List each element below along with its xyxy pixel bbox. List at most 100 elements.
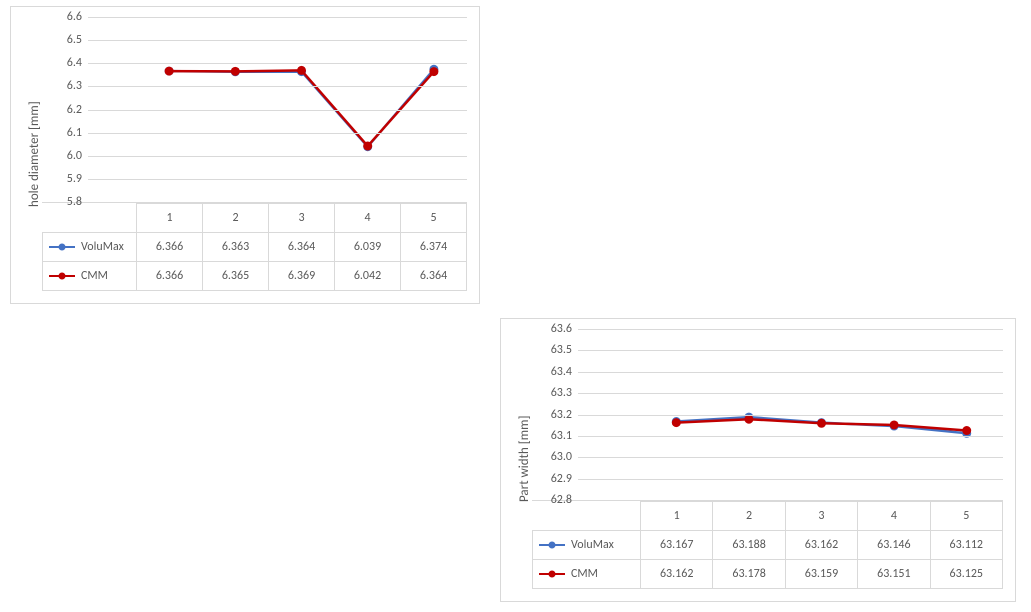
legend-cell: CMM bbox=[533, 560, 641, 589]
series-name: VoluMax bbox=[571, 538, 614, 552]
series-marker bbox=[231, 67, 240, 76]
gridline bbox=[88, 179, 467, 180]
data-cell: 63.167 bbox=[641, 531, 713, 560]
y-tick-label: 62.9 bbox=[532, 472, 572, 486]
series-marker bbox=[672, 418, 681, 427]
data-table: 12345VoluMax6.3666.3636.3646.0396.374CMM… bbox=[42, 203, 467, 291]
data-cell: 6.365 bbox=[203, 262, 269, 291]
y-tick-label: 63.2 bbox=[532, 408, 572, 422]
series-marker bbox=[165, 67, 174, 76]
series-name: VoluMax bbox=[81, 240, 124, 254]
legend-cell: VoluMax bbox=[533, 531, 641, 560]
category-label: 4 bbox=[858, 502, 930, 531]
y-tick-label: 6.6 bbox=[42, 10, 82, 24]
series-marker bbox=[744, 415, 753, 424]
category-label: 2 bbox=[203, 204, 269, 233]
gridline bbox=[88, 86, 467, 87]
data-cell: 63.188 bbox=[713, 531, 785, 560]
gridline bbox=[88, 63, 467, 64]
plot-area: 5.85.96.06.16.26.36.46.56.6 bbox=[42, 17, 467, 203]
data-cell: 6.366 bbox=[137, 233, 203, 262]
gridline bbox=[578, 329, 1003, 330]
y-tick-label: 6.0 bbox=[42, 149, 82, 163]
series-name: CMM bbox=[571, 567, 598, 581]
gridline bbox=[88, 17, 467, 18]
data-cell: 63.151 bbox=[858, 560, 930, 589]
legend-swatch bbox=[539, 538, 565, 552]
gridline bbox=[578, 457, 1003, 458]
gridline bbox=[88, 156, 467, 157]
gridline bbox=[578, 393, 1003, 394]
gridline bbox=[88, 110, 467, 111]
gridline bbox=[88, 40, 467, 41]
series-marker bbox=[817, 419, 826, 428]
category-label: 3 bbox=[785, 502, 857, 531]
data-cell: 6.364 bbox=[269, 233, 335, 262]
data-cell: 6.042 bbox=[335, 262, 401, 291]
series-row: CMM 6.3666.3656.3696.0426.364 bbox=[43, 262, 467, 291]
category-label: 1 bbox=[137, 204, 203, 233]
legend-cell: VoluMax bbox=[43, 233, 137, 262]
series-row: VoluMax63.16763.18863.16263.14663.112 bbox=[533, 531, 1003, 560]
data-cell: 63.159 bbox=[785, 560, 857, 589]
category-label: 3 bbox=[269, 204, 335, 233]
y-tick-label: 62.8 bbox=[532, 493, 572, 507]
data-cell: 6.039 bbox=[335, 233, 401, 262]
category-row: 12345 bbox=[533, 502, 1003, 531]
legend-cell: CMM bbox=[43, 262, 137, 291]
data-cell: 63.162 bbox=[641, 560, 713, 589]
category-label: 5 bbox=[930, 502, 1002, 531]
data-cell: 63.146 bbox=[858, 531, 930, 560]
series-marker bbox=[962, 426, 971, 435]
series-marker bbox=[363, 142, 372, 151]
series-line bbox=[169, 70, 434, 146]
series-marker bbox=[297, 66, 306, 75]
chart-panel-part-width: Part width [mm] 62.8 62.9 63.0 63.1 63.2 63.3… bbox=[500, 318, 1016, 602]
y-tick-label: 63.5 bbox=[532, 343, 572, 357]
data-cell: 6.369 bbox=[269, 262, 335, 291]
y-tick-label: 63.0 bbox=[532, 450, 572, 464]
gridline bbox=[578, 479, 1003, 480]
data-cell: 6.364 bbox=[401, 262, 467, 291]
gridline bbox=[578, 415, 1003, 416]
legend-swatch bbox=[539, 567, 565, 581]
y-axis-label: Part width [mm] bbox=[513, 329, 532, 589]
data-table: 12345VoluMax63.16763.18863.16263.14663.1… bbox=[532, 501, 1003, 589]
y-tick-label: 6.5 bbox=[42, 33, 82, 47]
series-row: VoluMax 6.3666.3636.3646.0396.374 bbox=[43, 233, 467, 262]
y-tick-label: 6.4 bbox=[42, 56, 82, 70]
data-cell: 6.374 bbox=[401, 233, 467, 262]
gridline bbox=[578, 372, 1003, 373]
data-cell: 63.125 bbox=[930, 560, 1002, 589]
y-tick-label: 5.8 bbox=[42, 195, 82, 209]
data-cell: 63.178 bbox=[713, 560, 785, 589]
category-label: 5 bbox=[401, 204, 467, 233]
category-label: 4 bbox=[335, 204, 401, 233]
data-cell: 63.112 bbox=[930, 531, 1002, 560]
series-line bbox=[169, 69, 434, 146]
legend-swatch bbox=[49, 240, 75, 254]
y-tick-label: 6.1 bbox=[42, 126, 82, 140]
y-axis-label: hole diameter [mm] bbox=[23, 17, 42, 291]
y-tick-label: 6.2 bbox=[42, 103, 82, 117]
gridline bbox=[88, 202, 467, 203]
category-row: 12345 bbox=[43, 204, 467, 233]
gridline bbox=[578, 436, 1003, 437]
y-tick-label: 5.9 bbox=[42, 172, 82, 186]
y-tick-label: 63.4 bbox=[532, 365, 572, 379]
plot-area: 62.862.963.063.163.263.363.463.563.6 bbox=[532, 329, 1003, 501]
series-name: CMM bbox=[81, 269, 108, 283]
gridline bbox=[578, 500, 1003, 501]
y-tick-label: 6.3 bbox=[42, 79, 82, 93]
data-cell: 6.363 bbox=[203, 233, 269, 262]
y-tick-label: 63.1 bbox=[532, 429, 572, 443]
category-label: 2 bbox=[713, 502, 785, 531]
gridline bbox=[578, 350, 1003, 351]
data-cell: 6.366 bbox=[137, 262, 203, 291]
legend-swatch bbox=[49, 269, 75, 283]
y-tick-label: 63.3 bbox=[532, 386, 572, 400]
series-marker bbox=[890, 420, 899, 429]
chart-panel-hole-diameter: hole diameter [mm] 5.8 5.9 6.0 6.1 6.2 6.3 6.4… bbox=[10, 6, 480, 304]
series-row: CMM 63.16263.17863.15963.15163.125 bbox=[533, 560, 1003, 589]
y-tick-label: 63.6 bbox=[532, 322, 572, 336]
